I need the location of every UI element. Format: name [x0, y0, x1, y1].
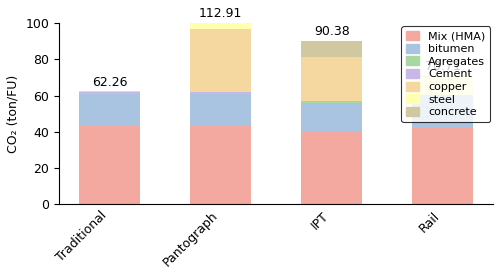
Bar [412, 95, 474, 97]
Text: 62.26: 62.26 [92, 76, 127, 89]
Bar [190, 29, 251, 92]
Bar [301, 103, 362, 132]
Bar [190, 0, 251, 1]
Bar [301, 102, 362, 103]
Bar [412, 76, 474, 77]
Bar [301, 132, 362, 204]
Y-axis label: CO₂ (ton/FU): CO₂ (ton/FU) [7, 75, 20, 153]
Legend: Mix (HMA), bitumen, Agregates, Cement, copper, steel, concrete: Mix (HMA), bitumen, Agregates, Cement, c… [402, 26, 490, 122]
Bar [412, 97, 474, 128]
Bar [190, 92, 251, 93]
Bar [412, 77, 474, 95]
Bar [190, 126, 251, 204]
Bar [190, 94, 251, 126]
Bar [301, 57, 362, 101]
Bar [79, 92, 140, 93]
Bar [79, 94, 140, 126]
Text: 90.38: 90.38 [314, 25, 350, 38]
Bar [79, 126, 140, 204]
Bar [190, 93, 251, 94]
Text: 70.71: 70.71 [425, 60, 460, 73]
Bar [301, 101, 362, 102]
Bar [412, 128, 474, 204]
Bar [301, 41, 362, 57]
Text: 112.91: 112.91 [199, 7, 242, 20]
Bar [79, 93, 140, 94]
Bar [190, 1, 251, 29]
Bar [79, 91, 140, 92]
